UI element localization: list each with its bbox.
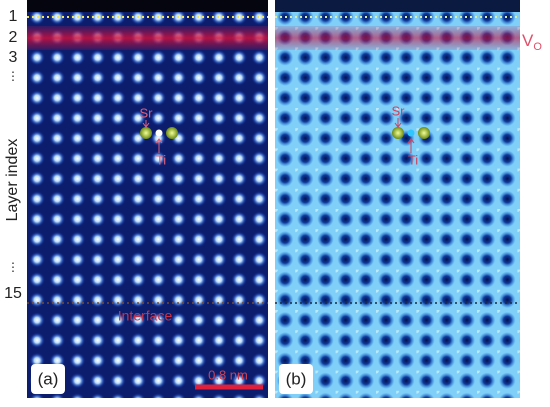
layer-index: 1 2 3 ⋮ ⋮ 15 Layer index [4, 8, 22, 302]
axis-label: Layer index [4, 139, 21, 222]
sr-label: Sr [392, 103, 406, 118]
panel-b: Sr Ti VO (b) [275, 0, 542, 398]
layer-label: 2 [9, 29, 18, 46]
sr-atom [140, 127, 152, 139]
sr-atom [166, 127, 178, 139]
scale-bar-label: 0.8 nm [208, 367, 248, 382]
arrow [142, 120, 150, 128]
panel-label: (b) [286, 369, 307, 388]
vacancy-label: VO [522, 31, 542, 52]
ti-label: Ti [156, 152, 166, 167]
top-layer [275, 0, 520, 12]
panel-label: (a) [38, 369, 59, 388]
sr-atom [418, 127, 430, 139]
layer-label: ⋮ [7, 69, 19, 83]
interface-label: Interface [118, 308, 173, 324]
arrow [407, 138, 415, 153]
layer-label: 3 [9, 49, 18, 66]
panel-label-box [279, 364, 313, 394]
vacancy-band [275, 26, 520, 50]
vacancy-band [27, 26, 268, 50]
arrow [394, 118, 402, 128]
layer-label: 1 [9, 8, 18, 25]
panel-label-box [31, 364, 65, 394]
ti-atom [155, 129, 163, 137]
stem-image [27, 0, 268, 398]
panel-a: Sr Ti Interface (a) 0.8 nm [27, 0, 268, 398]
filtered-image [275, 0, 520, 398]
top-layer [27, 0, 268, 12]
ti-atom [407, 129, 415, 137]
vacancy-main: V [522, 31, 534, 50]
sr-label: Sr [140, 105, 154, 120]
vacancy-subscript: O [533, 41, 542, 53]
ti-label: Ti [408, 152, 418, 167]
layer-label: 15 [4, 285, 22, 302]
sr-atom [392, 127, 404, 139]
layer-label: ⋮ [7, 260, 19, 274]
arrow [155, 138, 163, 153]
